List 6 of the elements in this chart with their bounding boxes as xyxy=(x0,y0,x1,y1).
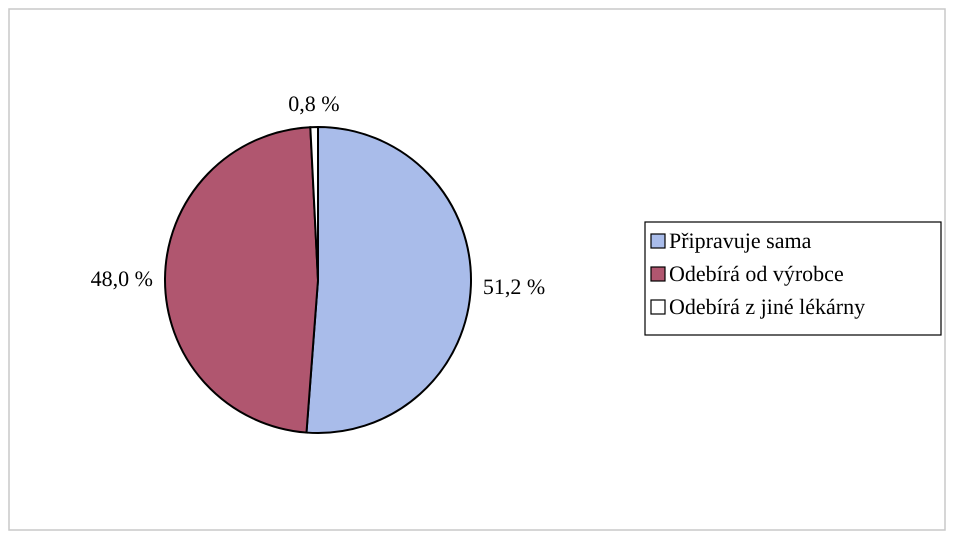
data-label: 48,0 % xyxy=(90,266,154,291)
data-label: 51,2 % xyxy=(482,274,546,300)
legend-label: Odebírá z jiné lékárny xyxy=(669,294,866,319)
legend-label: Připravuje sama xyxy=(669,228,812,253)
data-label: 0,8 % xyxy=(288,91,340,116)
legend-label: Odebírá od výrobce xyxy=(669,261,844,286)
